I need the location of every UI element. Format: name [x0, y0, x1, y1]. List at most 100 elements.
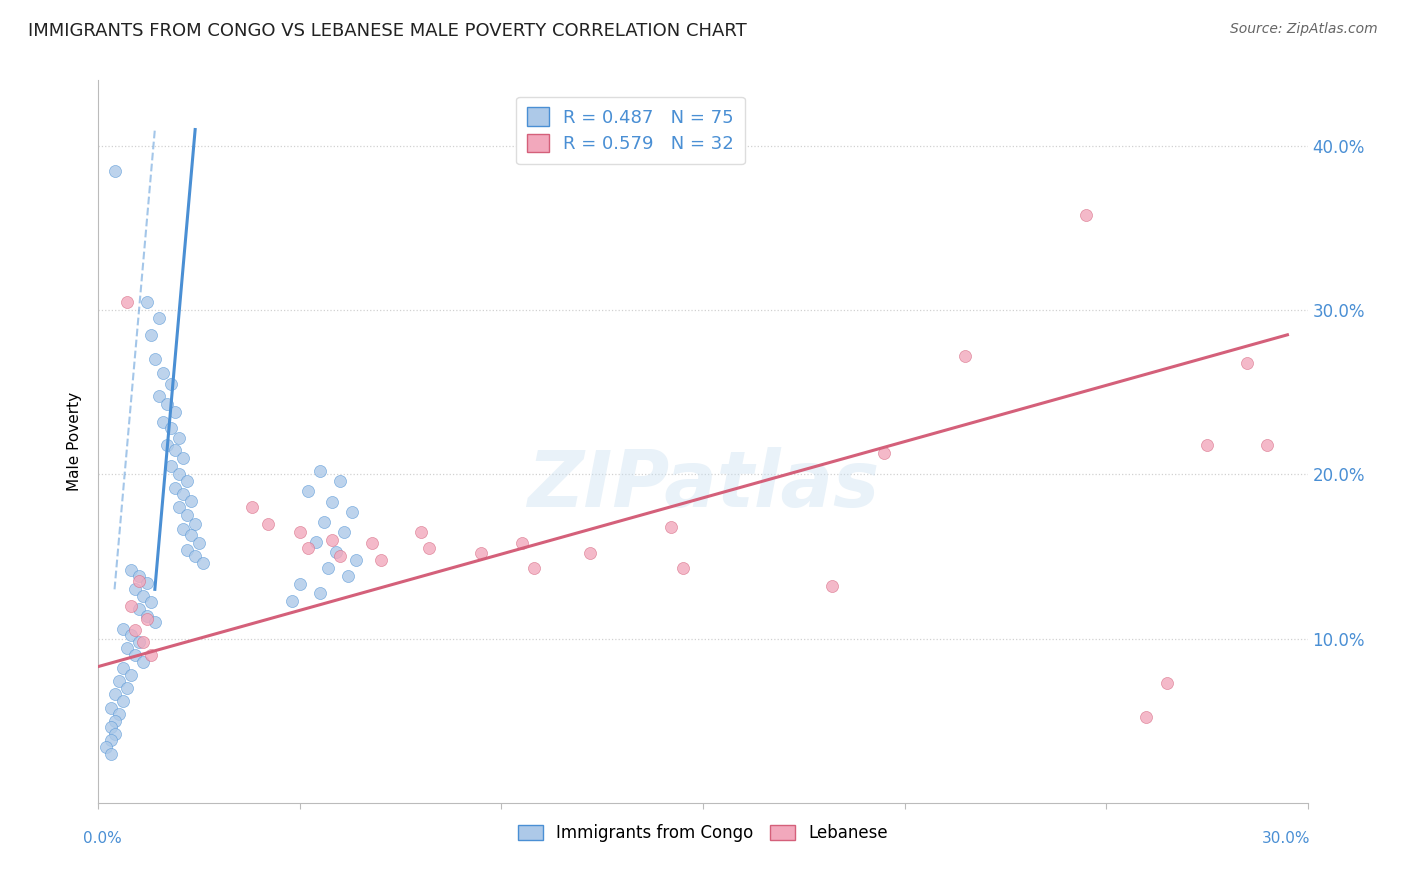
Point [256, 516, 278, 531]
Point [297, 483, 319, 498]
Point [115, 681, 138, 695]
Point [124, 624, 146, 638]
Point [135, 295, 157, 310]
Point [124, 648, 146, 662]
Point [329, 474, 352, 488]
Point [470, 546, 492, 560]
Point [281, 594, 304, 608]
Point [160, 459, 183, 474]
Point [659, 520, 682, 534]
Point [167, 431, 190, 445]
Point [288, 577, 311, 591]
Point [172, 487, 194, 501]
Point [873, 446, 896, 460]
Point [163, 442, 186, 457]
Text: 30.0%: 30.0% [1263, 831, 1310, 846]
Point [309, 464, 332, 478]
Point [120, 599, 142, 613]
Point [1135, 710, 1157, 724]
Point [370, 553, 392, 567]
Point [672, 561, 695, 575]
Point [111, 622, 134, 636]
Point [288, 524, 311, 539]
Point [333, 524, 356, 539]
Point [115, 295, 138, 310]
Point [143, 615, 166, 630]
Point [1256, 438, 1278, 452]
Point [152, 366, 174, 380]
Point [953, 349, 976, 363]
Point [579, 546, 602, 560]
Point [143, 352, 166, 367]
Point [128, 602, 150, 616]
Point [163, 481, 186, 495]
Point [124, 582, 146, 597]
Point [135, 575, 157, 590]
Point [96, 739, 118, 754]
Point [409, 524, 432, 539]
Point [184, 516, 207, 531]
Point [163, 405, 186, 419]
Point [139, 327, 162, 342]
Point [193, 556, 215, 570]
Point [107, 674, 129, 689]
Point [156, 438, 179, 452]
Point [180, 493, 202, 508]
Point [148, 388, 170, 402]
Point [172, 522, 194, 536]
Text: ZIPatlas: ZIPatlas [527, 447, 879, 523]
Point [510, 536, 533, 550]
Point [188, 536, 211, 550]
Point [314, 515, 336, 529]
Point [176, 508, 198, 523]
Point [115, 641, 138, 656]
Point [120, 628, 142, 642]
Point [1074, 208, 1097, 222]
Point [139, 595, 162, 609]
Point [128, 569, 150, 583]
Point [167, 500, 190, 515]
Point [132, 635, 155, 649]
Point [297, 541, 319, 556]
Point [128, 574, 150, 588]
Point [325, 544, 347, 558]
Point [329, 549, 352, 564]
Point [305, 534, 328, 549]
Point [321, 495, 343, 509]
Point [361, 536, 384, 550]
Point [342, 505, 364, 519]
Point [107, 707, 129, 722]
Point [132, 589, 155, 603]
Point [316, 561, 339, 575]
Point [309, 585, 332, 599]
Point [132, 655, 155, 669]
Point [821, 579, 844, 593]
Point [100, 720, 122, 734]
Point [152, 415, 174, 429]
Point [184, 549, 207, 564]
Point [337, 569, 360, 583]
Point [103, 163, 125, 178]
Point [128, 635, 150, 649]
Text: 0.0%: 0.0% [83, 831, 122, 846]
Point [120, 667, 142, 681]
Text: Source: ZipAtlas.com: Source: ZipAtlas.com [1230, 22, 1378, 37]
Point [344, 553, 367, 567]
Y-axis label: Male Poverty: Male Poverty [67, 392, 83, 491]
Point [176, 474, 198, 488]
Point [321, 533, 343, 547]
Point [240, 500, 263, 515]
Point [1236, 356, 1258, 370]
Point [103, 687, 125, 701]
Point [135, 608, 157, 623]
Point [120, 563, 142, 577]
Point [100, 747, 122, 761]
Point [156, 397, 179, 411]
Point [172, 450, 194, 465]
Legend: Immigrants from Congo, Lebanese: Immigrants from Congo, Lebanese [512, 817, 894, 848]
Point [160, 421, 183, 435]
Point [1156, 676, 1178, 690]
Point [1195, 438, 1218, 452]
Point [160, 377, 183, 392]
Point [111, 661, 134, 675]
